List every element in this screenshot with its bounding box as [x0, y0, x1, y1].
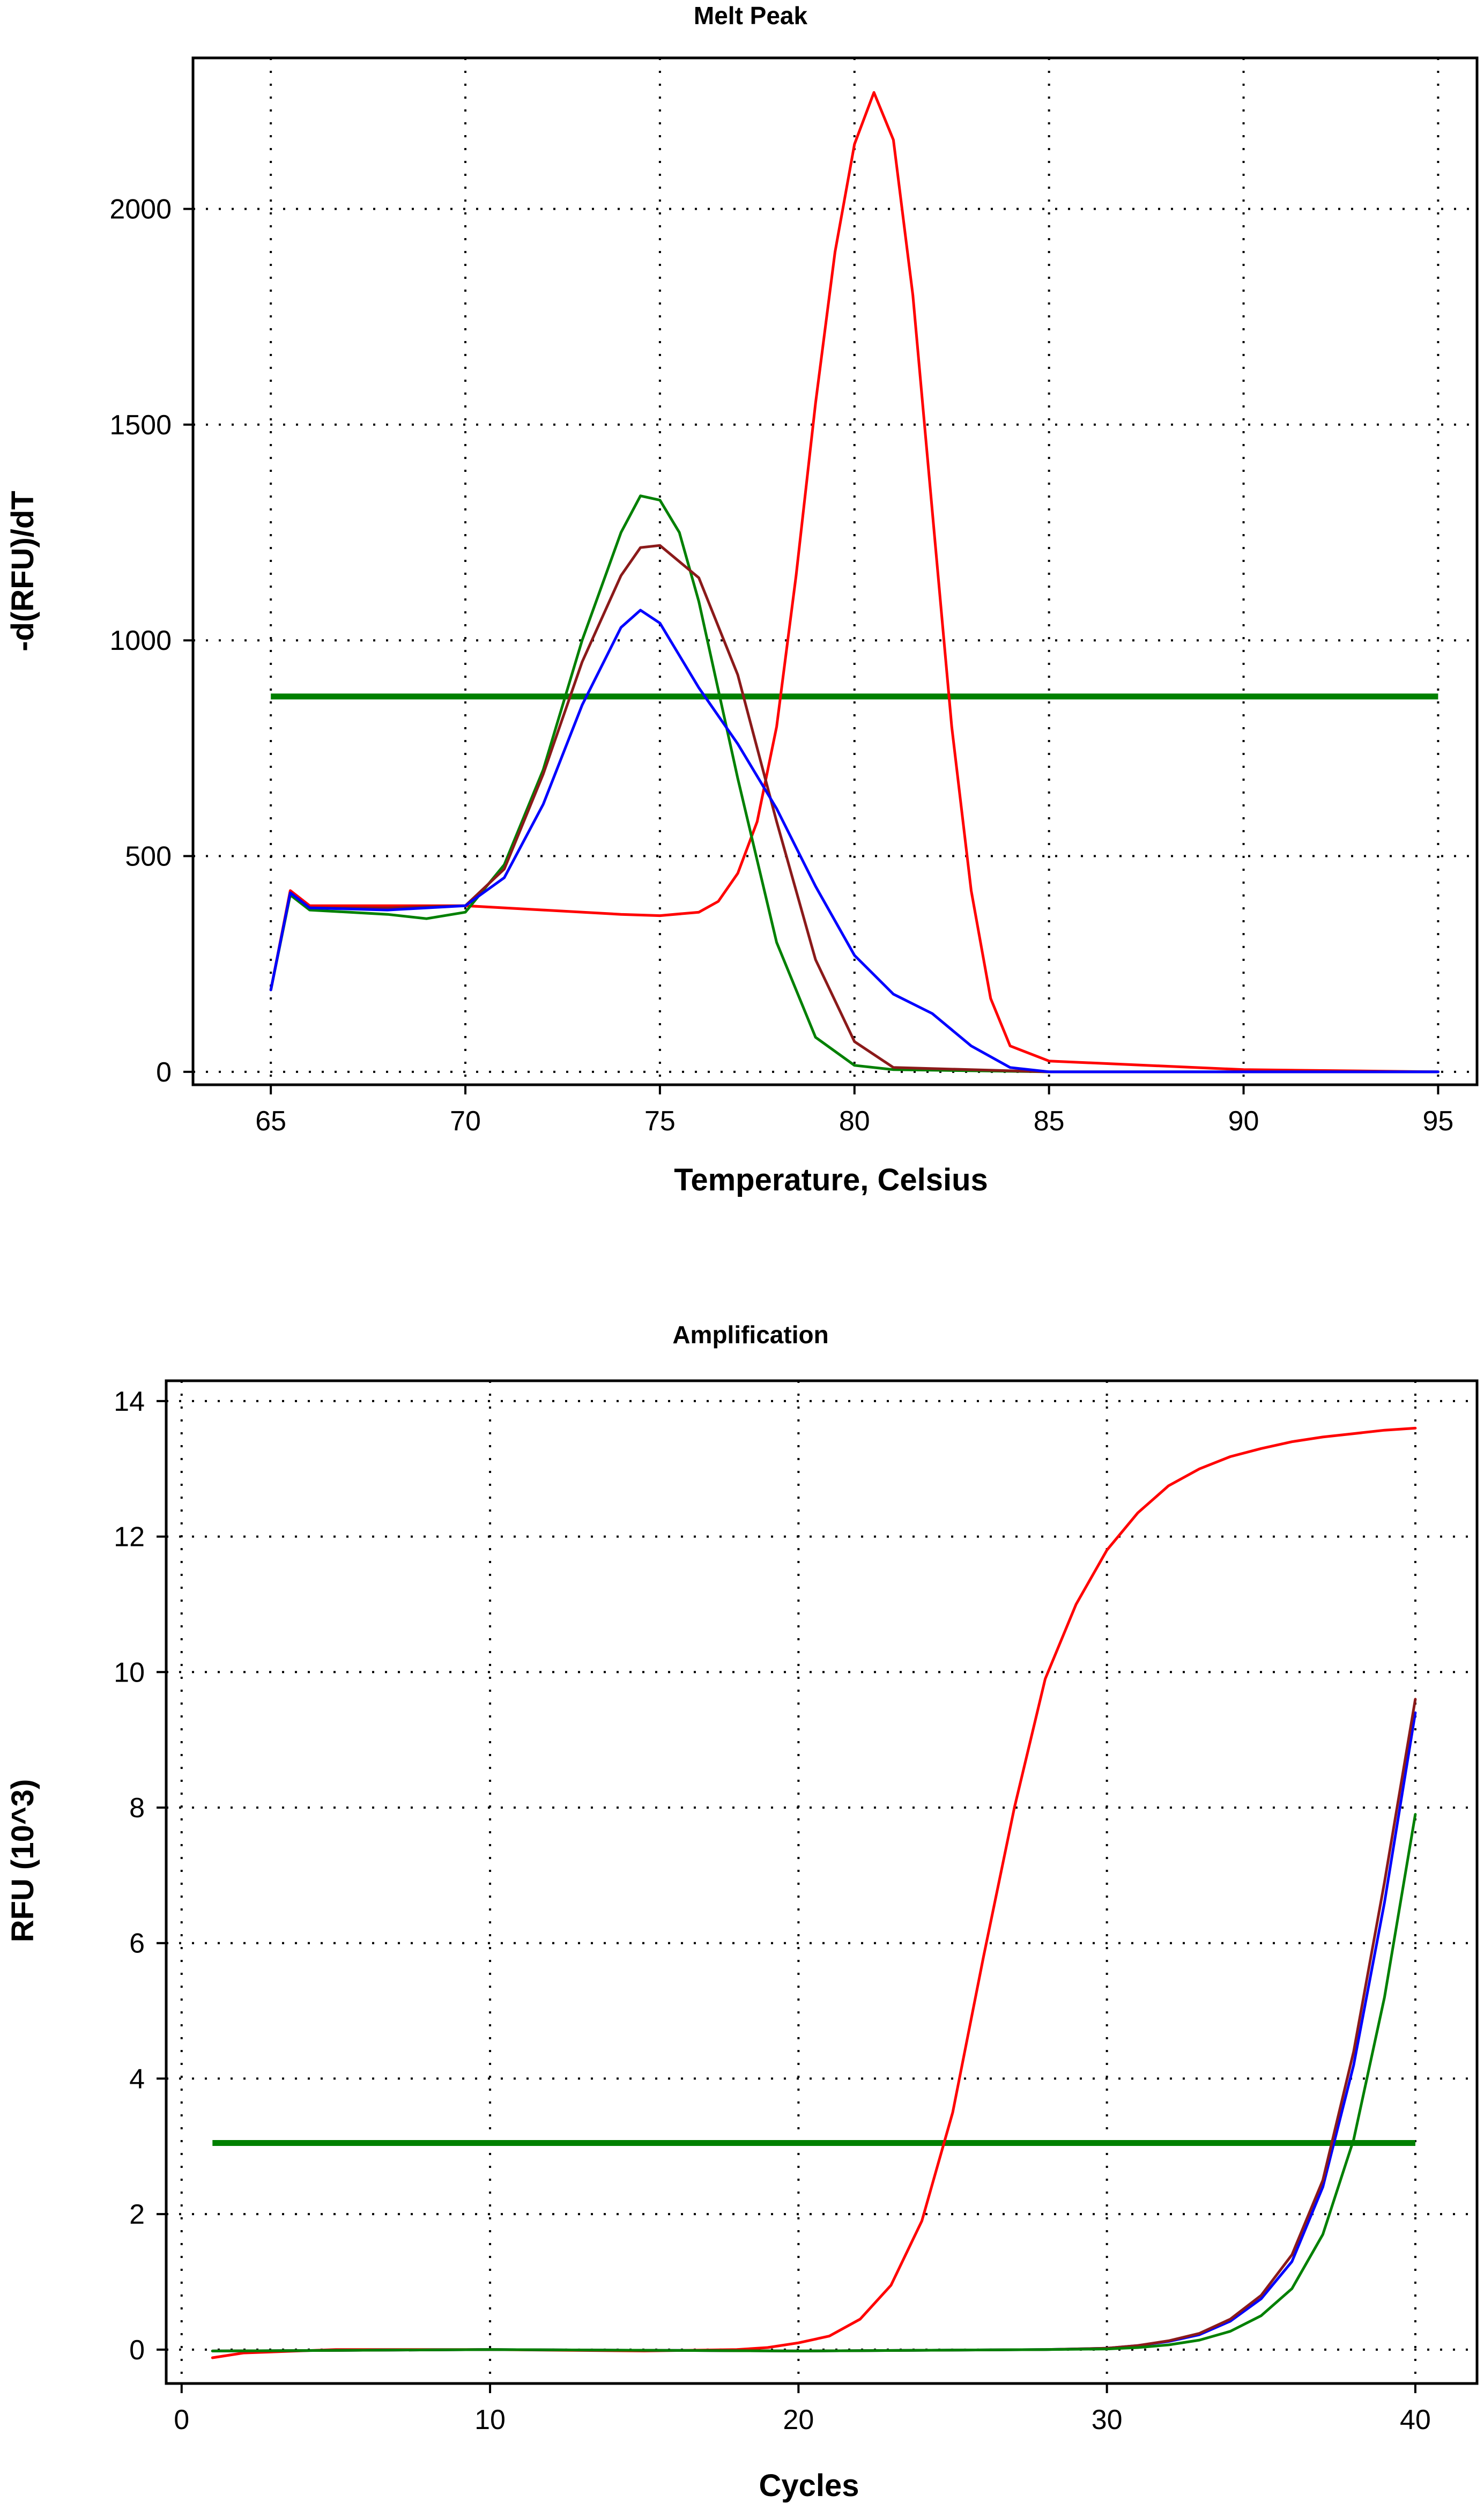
series-line-red[interactable]	[269, 91, 1440, 1074]
x-tick-label: 30	[1092, 2404, 1123, 2435]
y-tick-label: 2	[129, 2199, 145, 2230]
y-tick-label: 6	[129, 1928, 145, 1959]
y-axis-label: -d(RFU)/dT	[5, 491, 40, 652]
x-axis-label: Temperature, Celsius	[674, 1163, 988, 1197]
series-line-red[interactable]	[211, 1426, 1417, 2359]
x-tick-label: 70	[450, 1106, 481, 1137]
y-tick-label: 1500	[109, 410, 172, 441]
y-tick-label: 0	[129, 2335, 145, 2366]
x-tick-label: 75	[644, 1106, 676, 1137]
series-line-green[interactable]	[211, 1813, 1417, 2352]
x-tick-label: 10	[474, 2404, 506, 2435]
x-tick-label: 40	[1400, 2404, 1431, 2435]
y-tick-label: 4	[129, 2063, 145, 2094]
series-line-blue[interactable]	[269, 609, 1440, 1074]
y-tick-label: 500	[125, 841, 172, 872]
y-tick-label: 12	[114, 1522, 145, 1553]
x-tick-label: 95	[1423, 1106, 1454, 1137]
y-tick-label: 8	[129, 1793, 145, 1824]
plot-frame	[191, 56, 1479, 1086]
series-line-green[interactable]	[269, 494, 1440, 1074]
x-tick-label: 80	[839, 1106, 870, 1137]
x-tick-label: 65	[255, 1106, 286, 1137]
y-tick-label: 2000	[109, 194, 172, 225]
y-tick-label: 0	[156, 1057, 172, 1088]
melt-peak-chart: Melt Peak 65 70 75 80 85 90 95 0 500 1000 1500 2000…	[5, 2, 1479, 1197]
y-tick-label: 1000	[109, 625, 172, 656]
x-tick-label: 90	[1228, 1106, 1259, 1137]
y-axis-label: RFU (10^3)	[5, 1779, 40, 1943]
y-tick-label: 10	[114, 1657, 145, 1688]
chart-title: Amplification	[672, 1321, 828, 1349]
plot-frame	[165, 1379, 1479, 2385]
amplification-chart: Amplification 0 10 20 30 40 0 2 4 6 8 10 12 14 Cycle…	[5, 1321, 1479, 2503]
chart-title: Melt Peak	[694, 2, 808, 29]
series-line-darkred[interactable]	[211, 1698, 1417, 2352]
series-line-darkred[interactable]	[269, 544, 1440, 1074]
x-tick-label: 20	[783, 2404, 814, 2435]
y-tick-label: 14	[114, 1386, 145, 1417]
x-axis-label: Cycles	[759, 2468, 859, 2503]
x-tick-label: 85	[1034, 1106, 1065, 1137]
x-tick-label: 0	[174, 2404, 189, 2435]
